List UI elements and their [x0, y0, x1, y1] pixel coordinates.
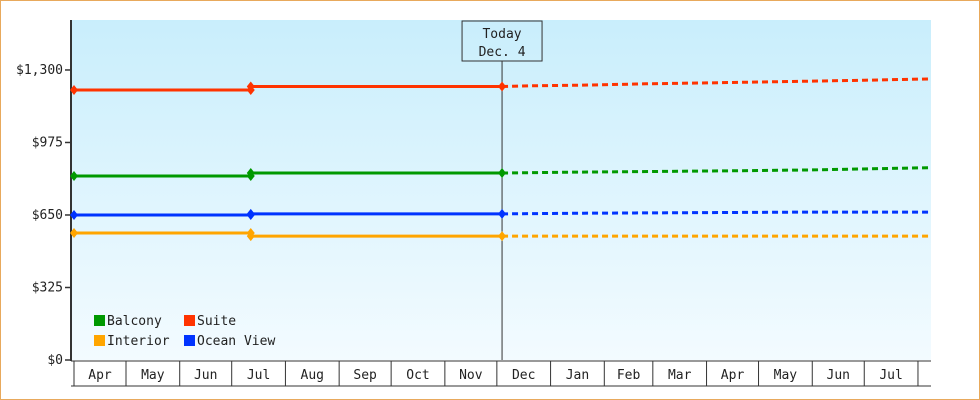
x-tick-label: Aug — [301, 368, 324, 383]
data-point[interactable] — [246, 81, 255, 92]
x-tick-label: Apr — [721, 368, 745, 383]
legend-label: Interior — [107, 334, 170, 349]
y-tick-label: $650 — [32, 208, 63, 223]
x-tick-label: Jul — [247, 368, 270, 383]
data-point[interactable] — [498, 231, 507, 242]
legend-swatch — [184, 315, 195, 326]
today-date: Dec. 4 — [479, 45, 526, 60]
legend: Balcony Suite Interior Ocean View — [94, 314, 275, 349]
data-point[interactable] — [246, 208, 255, 219]
legend-label: Ocean View — [197, 334, 275, 349]
x-tick-label: Oct — [406, 368, 429, 383]
series-line-ocean-view — [74, 212, 503, 217]
legend-swatch — [94, 335, 105, 346]
y-axis: $0 $325 $650 $975 $1,300 — [16, 20, 72, 368]
legend-label: Balcony — [107, 314, 162, 329]
data-point[interactable] — [70, 209, 78, 220]
x-tick-label: Mar — [668, 368, 692, 383]
y-tick-label: $325 — [32, 280, 63, 295]
x-tick-label: Jul — [879, 368, 902, 383]
x-tick-label: May — [774, 368, 798, 383]
data-point[interactable] — [70, 85, 78, 96]
legend-item[interactable]: Balcony — [94, 314, 162, 329]
x-axis: Apr May Jun Jul Aug Sep Oct Nov Dec Jan Feb Mar Apr M… — [71, 360, 931, 387]
legend-item[interactable]: Interior — [94, 334, 170, 349]
legend-label: Suite — [197, 314, 236, 329]
x-tick-label: Jun — [194, 368, 217, 383]
data-point[interactable] — [498, 168, 507, 179]
forecast-line-ocean-view — [502, 210, 931, 216]
today-label: Today — [482, 27, 521, 42]
data-point[interactable] — [498, 81, 507, 92]
x-tick-label: Nov — [459, 368, 483, 383]
legend-item[interactable]: Suite — [184, 314, 236, 329]
legend-swatch — [184, 335, 195, 346]
forecast-line-suite — [502, 77, 932, 88]
x-tick-label: Sep — [353, 368, 377, 383]
x-tick-label: Dec — [512, 368, 535, 383]
data-point[interactable] — [70, 170, 78, 181]
x-tick-label: Feb — [617, 368, 641, 383]
y-tick-label: $0 — [47, 353, 63, 368]
x-tick-label: Apr — [88, 368, 112, 383]
x-tick-label: May — [141, 368, 165, 383]
data-point[interactable] — [498, 208, 507, 219]
plot-area — [71, 20, 931, 360]
x-tick-label: Jan — [566, 368, 589, 383]
data-point[interactable] — [246, 168, 255, 179]
x-tick-label: Jun — [827, 368, 850, 383]
today-label-box — [461, 20, 543, 62]
today-marker: Today Dec. 4 — [461, 20, 543, 360]
legend-swatch — [94, 315, 105, 326]
legend-item[interactable]: Ocean View — [184, 334, 275, 349]
y-tick-label: $1,300 — [16, 63, 63, 78]
y-tick-label: $975 — [32, 135, 63, 150]
data-point[interactable] — [246, 231, 255, 242]
data-point[interactable] — [70, 228, 78, 239]
series-lines — [70, 77, 932, 242]
